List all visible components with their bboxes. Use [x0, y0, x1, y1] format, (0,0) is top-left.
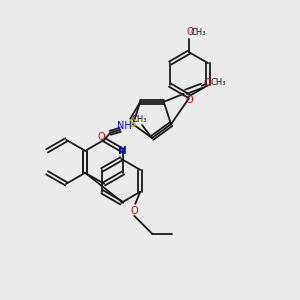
Text: N: N	[118, 146, 127, 156]
Text: S: S	[128, 119, 136, 129]
Text: CH₃: CH₃	[190, 28, 206, 37]
Text: CH₃: CH₃	[131, 115, 147, 124]
Text: O: O	[130, 206, 138, 216]
Text: O: O	[186, 27, 194, 37]
Text: CH₃: CH₃	[210, 78, 226, 87]
Text: O: O	[204, 78, 212, 88]
Text: O: O	[98, 132, 105, 142]
Text: NH: NH	[117, 121, 132, 131]
Text: O: O	[186, 95, 194, 105]
